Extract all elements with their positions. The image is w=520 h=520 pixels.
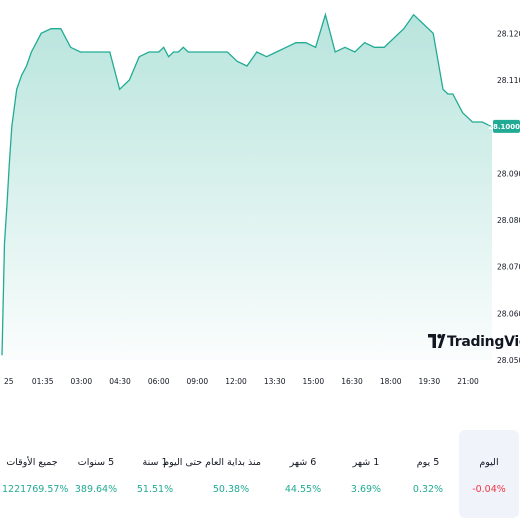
performance-period-value: 389.64% — [74, 484, 118, 495]
y-tick-label: 28.05000 — [497, 356, 520, 365]
x-tick-label: 13:30 — [264, 377, 286, 386]
x-tick-label: 04:30 — [109, 377, 131, 386]
performance-period[interactable]: 1 سنة 51.51% — [125, 430, 185, 518]
y-tick-label: 28.09000 — [497, 169, 520, 178]
y-tick-label: 28.11000 — [497, 76, 520, 85]
x-tick-label: 12:00 — [225, 377, 247, 386]
x-axis: 25 01:35 03:00 04:30 06:00 09:00 12:00 13:30 15:… — [4, 377, 479, 386]
tradingview-logo-icon — [428, 334, 446, 348]
performance-period-label: 6 شهر — [289, 457, 317, 468]
performance-period[interactable]: منذ بداية العام حتى اليوم 50.38% — [163, 430, 261, 518]
performance-period-label: 1 شهر — [352, 457, 380, 468]
price-line — [1, 12, 493, 356]
performance-period-value: 50.38% — [212, 484, 250, 495]
price-area-fill — [2, 14, 492, 360]
performance-period-label: اليوم — [479, 457, 499, 468]
x-tick-label: 21:00 — [457, 377, 479, 386]
x-tick-label: 01:35 — [32, 377, 54, 386]
y-tick-label: 28.07000 — [497, 263, 520, 272]
performance-period[interactable]: 5 سنوات 389.64% — [66, 430, 126, 518]
last-price-marker: 28.10005 — [488, 119, 520, 133]
performance-period[interactable]: جميع الأوقات 1221769.57% — [2, 430, 69, 518]
x-tick-label: 09:00 — [186, 377, 208, 386]
y-tick-label: 28.06000 — [497, 309, 520, 318]
performance-period-label: جميع الأوقات — [6, 457, 58, 468]
x-tick-label: 15:00 — [302, 377, 324, 386]
x-tick-label: 18:00 — [380, 377, 402, 386]
performance-period[interactable]: اليوم -0.04% — [459, 430, 519, 518]
x-tick-label: 19:30 — [418, 377, 440, 386]
plot-area — [1, 12, 493, 360]
performance-period-value: -0.04% — [472, 484, 506, 495]
last-price-box — [493, 119, 520, 133]
performance-period-value: 44.55% — [284, 484, 322, 495]
tradingview-logo: TradingView — [428, 334, 520, 350]
y-tick-label: 28.12000 — [497, 29, 520, 38]
performance-period-label: 5 سنوات — [77, 457, 115, 468]
x-tick-label: 25 — [4, 377, 14, 386]
performance-period-label: منذ بداية العام حتى اليوم — [163, 457, 261, 468]
performance-period-value: 0.32% — [412, 484, 444, 495]
performance-period-value: 3.69% — [350, 484, 382, 495]
x-tick-label: 03:00 — [70, 377, 92, 386]
performance-period[interactable]: 6 شهر 44.55% — [273, 430, 333, 518]
y-axis: 28.12000 28.11000 28.09000 28.08000 28.07000… — [497, 29, 520, 365]
performance-period-label: 1 سنة — [142, 457, 168, 468]
performance-period-value: 51.51% — [136, 484, 174, 495]
performance-period-value: 1221769.57% — [2, 484, 69, 495]
x-tick-label: 16:30 — [341, 377, 363, 386]
performance-period[interactable]: 1 شهر 3.69% — [336, 430, 396, 518]
performance-period[interactable]: 5 يوم 0.32% — [398, 430, 458, 518]
performance-period-label: 5 يوم — [416, 457, 440, 468]
performance-bar: جميع الأوقات 1221769.57% 5 سنوات 389.64% 1 س… — [0, 430, 520, 520]
logo-text: TradingView — [447, 334, 520, 350]
last-price-label: 28.10005 — [488, 123, 520, 131]
y-tick-label: 28.08000 — [497, 216, 520, 225]
price-chart[interactable]: 28.12000 28.11000 28.09000 28.08000 28.07000… — [0, 0, 520, 395]
x-tick-label: 06:00 — [148, 377, 170, 386]
